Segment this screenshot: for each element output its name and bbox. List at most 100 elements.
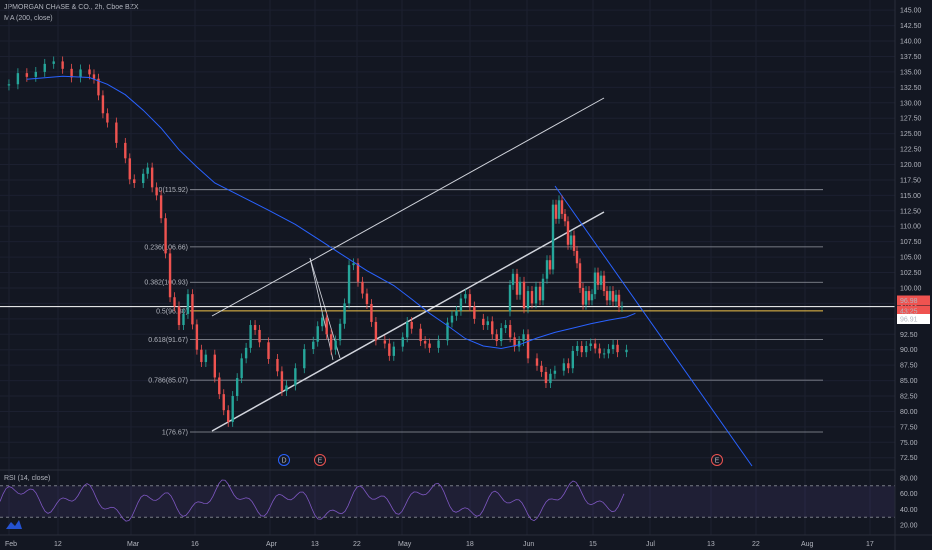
price-tick-label: 72.50 [900, 455, 918, 462]
candle-body [334, 340, 337, 350]
candle-body [526, 334, 530, 359]
time-tick-label: May [398, 541, 412, 548]
price-tick-label: 122.50 [900, 147, 922, 154]
time-tick-label: 22 [353, 541, 361, 548]
time-tick-label: 15 [589, 541, 597, 548]
candle-body [587, 291, 591, 301]
candle-body [177, 306, 181, 326]
candles [7, 56, 628, 427]
candle-body [410, 321, 413, 329]
candle-body [482, 318, 485, 326]
candle-body [450, 315, 454, 323]
tradingview-logo-icon[interactable] [5, 517, 23, 531]
candle-body [43, 63, 46, 72]
candle-body [535, 358, 539, 366]
candle-body [517, 341, 521, 347]
price-tick-label: 127.50 [900, 116, 922, 123]
candle-body [361, 281, 364, 294]
candle-body [566, 221, 570, 245]
candle-body [285, 385, 288, 392]
time-tick-label: 12 [54, 541, 62, 548]
candle-body [227, 410, 230, 422]
measure-line [309, 257, 334, 361]
candle-body [554, 204, 558, 219]
rsi-line [0, 479, 625, 522]
ma-legend: MA (200, close) [4, 15, 53, 22]
candle-body [584, 291, 588, 305]
time-axis: Feb 12 Mar 16 Apr 13 22 May 18 Jun 15 Jul 13 22 Aug 17 [0, 534, 932, 548]
time-tick-label: Feb [5, 541, 17, 548]
candle-body [150, 167, 154, 188]
candle-body [560, 200, 564, 214]
candle-body [365, 293, 369, 305]
candle-body [541, 278, 545, 301]
price-tick-label: 105.00 [900, 255, 922, 262]
time-tick-label: 17 [866, 541, 874, 548]
event-marker-icon [314, 454, 326, 466]
fib-level-label: 0(115.92) [159, 187, 188, 194]
candle-body [249, 325, 252, 348]
candle-body [544, 371, 548, 384]
trend-lines [0, 97, 895, 467]
candle-body [593, 343, 597, 349]
event-marker-label: E [318, 458, 323, 465]
candle-body [553, 370, 557, 374]
candle-body [522, 334, 525, 342]
time-tick-label: Jul [646, 541, 655, 548]
candle-body [548, 260, 552, 270]
candle-body [598, 348, 601, 354]
candle-body [593, 272, 597, 295]
candle-body [446, 322, 449, 341]
price-tick-label: 117.50 [900, 177, 921, 184]
price-tick-label: 142.50 [900, 23, 922, 30]
fib-retracement: 0(115.92)0.236(106.66)0.382(100.93)0.5(9… [144, 187, 823, 436]
candle-body [406, 321, 409, 338]
fib-level-label: 0.5(96.30) [156, 308, 188, 315]
candle-body [164, 218, 167, 254]
candle-body [374, 321, 378, 341]
candle-body [392, 346, 395, 356]
candle-body [617, 294, 621, 308]
candle-body [218, 377, 221, 395]
candle-body [231, 396, 234, 422]
price-tick-label: 92.50 [900, 332, 918, 339]
candle-body [253, 325, 257, 330]
time-tick-label: 13 [311, 541, 319, 548]
price-tick-label: 130.00 [900, 100, 922, 107]
candle-body [79, 69, 82, 78]
candle-body [473, 306, 476, 319]
candle-body [423, 341, 427, 344]
fib-level-label: 0.382(100.93) [144, 280, 188, 287]
candle-body [312, 341, 315, 350]
candle-body [115, 122, 118, 143]
price-tick-label: 100.00 [900, 285, 922, 292]
candle-body [614, 294, 618, 302]
price-tick-label: 115.00 [900, 193, 921, 200]
candle-body [159, 195, 163, 219]
grid-lines [0, 0, 895, 535]
candle-body [569, 235, 573, 245]
candle-body [142, 173, 145, 184]
candle-body [321, 317, 324, 327]
ma-line [26, 75, 636, 350]
price-tick-label: 125.00 [900, 131, 922, 138]
candle-body [513, 337, 516, 347]
candle-body [500, 328, 503, 342]
candle-body [200, 349, 203, 363]
candle-body [515, 273, 519, 295]
candle-body [173, 297, 176, 307]
candle-body [602, 353, 606, 355]
rsi-tick-label: 60.00 [900, 491, 918, 498]
candle-body [545, 260, 549, 279]
candle-body [625, 349, 628, 353]
candle-body [538, 286, 542, 301]
candle-body [571, 350, 574, 369]
candle-body [511, 273, 515, 285]
channel-upper-line [211, 97, 605, 317]
candle-body [551, 204, 555, 270]
rsi-tick-label: 40.00 [900, 507, 918, 514]
candle-body [611, 344, 615, 350]
time-tick-label: Mar [127, 541, 140, 548]
candle-body [428, 343, 431, 348]
